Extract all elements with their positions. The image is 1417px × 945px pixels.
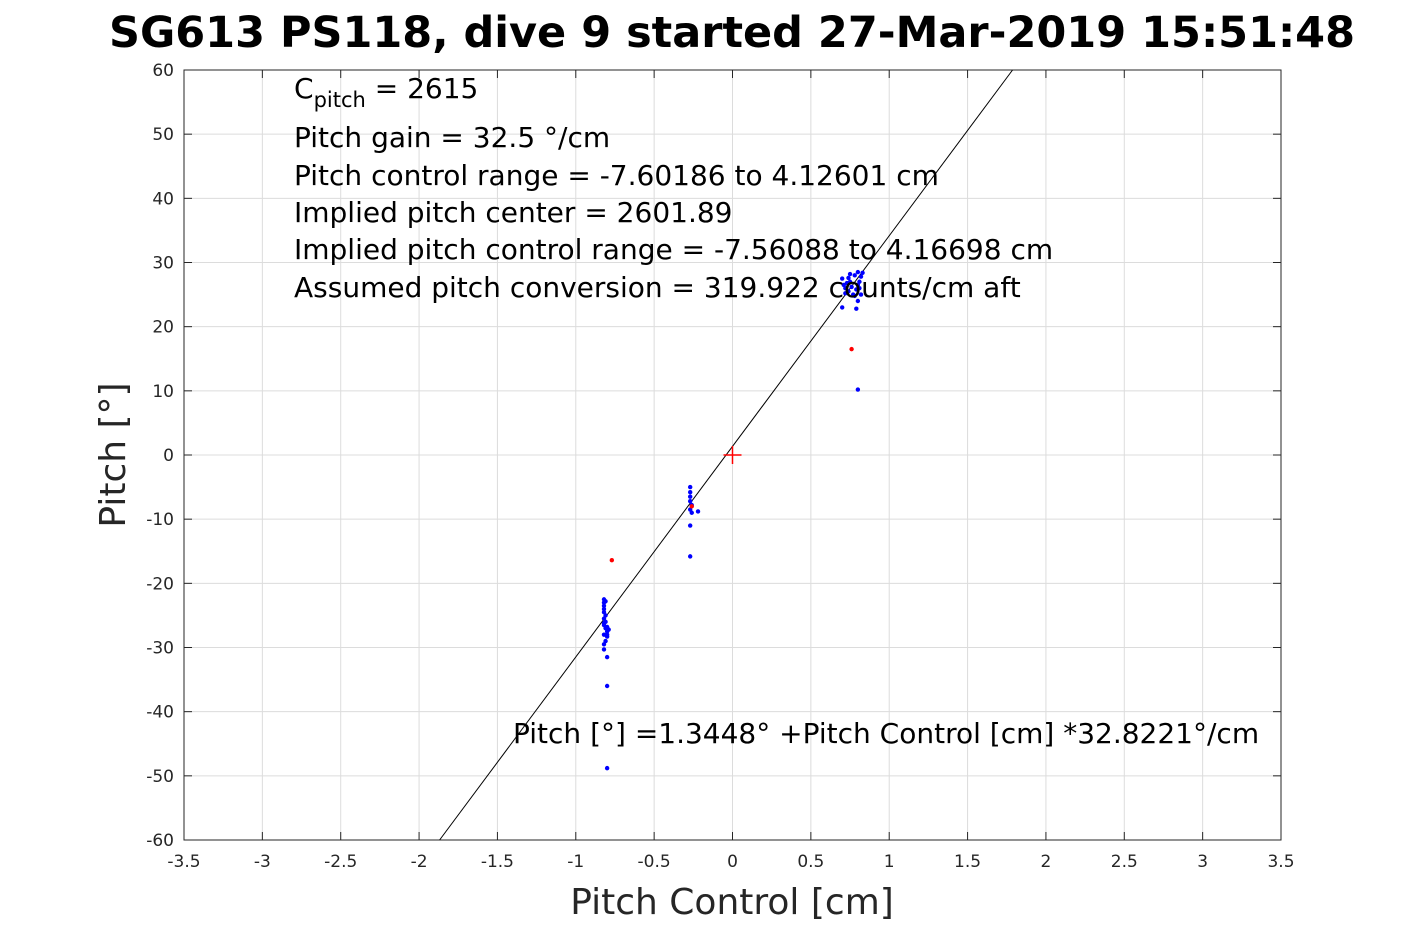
- data-point-blue: [601, 603, 607, 608]
- x-tick-label: -1: [567, 852, 584, 872]
- data-point-blue: [846, 275, 851, 281]
- annotation-main-text: Implied pitch center = 2601.89: [294, 196, 732, 229]
- fit-equation-label: Pitch [°] =1.3448° +Pitch Control [cm] *…: [513, 717, 1259, 750]
- x-tick-label: -2: [411, 852, 428, 872]
- annotation-line: Pitch control range = -7.60186 to 4.1260…: [294, 159, 939, 192]
- annotation-line: Implied pitch center = 2601.89: [294, 196, 732, 229]
- x-tick-label: 2: [1041, 852, 1052, 872]
- data-point-blue: [687, 494, 693, 499]
- data-point-blue: [841, 282, 846, 288]
- x-tick-label: -3.5: [167, 852, 200, 872]
- annotation-rest-text: = 2615: [366, 72, 479, 105]
- annotation-line: Cpitch = 2615: [294, 72, 478, 112]
- data-point-red: [689, 504, 694, 509]
- x-tick-label: 0.5: [797, 852, 824, 872]
- annotation-main-text: C: [294, 72, 314, 105]
- annotation-subscript: pitch: [314, 88, 366, 112]
- data-point-blue: [857, 279, 862, 284]
- y-axis-label: Pitch [°]: [93, 382, 134, 527]
- data-point-blue: [849, 284, 854, 290]
- data-point-red: [609, 558, 615, 563]
- x-tick-label: 3: [1197, 852, 1208, 872]
- data-point-blue: [604, 765, 610, 771]
- data-point-red: [849, 346, 854, 352]
- y-tick-label: -20: [146, 574, 174, 594]
- annotation-main-text: Pitch control range = -7.60186 to 4.1260…: [294, 159, 939, 192]
- data-point-blue: [687, 554, 693, 559]
- tick-marks: [183, 69, 1282, 841]
- data-point-blue: [858, 292, 864, 297]
- data-point-blue: [689, 510, 694, 515]
- data-point-blue: [852, 293, 857, 299]
- data-point-blue: [843, 291, 848, 296]
- x-tick-labels: -3.5 -3 -2.5 -2 -1.5 -1 -0.5 0 0.5 1 1.5 2 2.5 3 3.5: [167, 852, 1294, 872]
- data-point-blue: [604, 632, 610, 637]
- data-point-blue: [606, 627, 611, 632]
- annotation-line: Implied pitch control range = -7.56088 t…: [294, 233, 1053, 266]
- y-tick-label: 40: [152, 189, 174, 209]
- annotation-line: Assumed pitch conversion = 319.922 count…: [294, 271, 1021, 304]
- x-tick-label: 0: [727, 852, 738, 872]
- annotation-block: Cpitch = 2615 Pitch gain = 32.5 °/cm Pitch…: [294, 72, 1053, 304]
- data-point-blue: [601, 647, 607, 652]
- x-tick-label: -2.5: [324, 852, 357, 872]
- data-point-blue: [695, 509, 701, 514]
- annotation-main-text: Implied pitch control range = -7.56088 t…: [294, 233, 1053, 266]
- data-point-blue: [687, 490, 693, 495]
- annotation-main-text: Assumed pitch conversion = 319.922 count…: [294, 271, 1021, 304]
- data-point-blue: [687, 499, 693, 504]
- data-point-blue: [687, 523, 693, 528]
- x-tick-label: 1.5: [954, 852, 981, 872]
- grid-lines: [183, 69, 1282, 841]
- chart-title: SG613 PS118, dive 9 started 27-Mar-2019 …: [109, 8, 1355, 58]
- y-tick-label: -10: [146, 510, 174, 530]
- y-tick-label: -30: [146, 639, 174, 659]
- data-point-blue: [860, 270, 865, 275]
- data-point-blue: [601, 620, 607, 626]
- data-point-blue: [687, 484, 693, 490]
- y-tick-label: 50: [152, 125, 174, 145]
- y-tick-label: -50: [146, 767, 174, 787]
- data-point-blue: [847, 271, 853, 277]
- data-point-blue: [604, 654, 610, 660]
- y-tick-label: 60: [152, 61, 174, 81]
- annotation-main-text: Pitch gain = 32.5 °/cm: [294, 121, 610, 154]
- x-tick-label: -3: [254, 852, 271, 872]
- data-points: [601, 269, 865, 771]
- y-tick-labels: -60 -50 -40 -30 -20 -10 0 10 20 30 40 50 60: [146, 61, 174, 851]
- data-point-blue: [858, 274, 864, 279]
- y-tick-label: 10: [152, 382, 174, 402]
- x-tick-label: 1: [884, 852, 895, 872]
- data-point-blue: [840, 305, 845, 310]
- x-tick-label: -1.5: [481, 852, 514, 872]
- data-point-blue: [852, 273, 857, 278]
- x-tick-label: 2.5: [1111, 852, 1138, 872]
- data-point-blue: [857, 285, 862, 291]
- x-tick-label: -0.5: [638, 852, 671, 872]
- data-point-blue: [601, 606, 607, 612]
- y-tick-label: -40: [146, 703, 174, 723]
- data-point-blue: [840, 276, 845, 281]
- y-tick-label: 0: [163, 446, 174, 466]
- data-point-blue: [604, 683, 610, 689]
- data-point-blue: [603, 599, 608, 604]
- annotation-line: Pitch gain = 32.5 °/cm: [294, 121, 610, 154]
- data-point-blue: [855, 269, 861, 275]
- data-point-blue: [854, 306, 859, 311]
- data-point-blue: [855, 387, 861, 392]
- x-axis-label: Pitch Control [cm]: [570, 882, 894, 923]
- x-tick-label: 3.5: [1267, 852, 1294, 872]
- y-tick-label: -60: [146, 831, 174, 851]
- data-point-blue: [855, 298, 861, 304]
- center-marker-group: [723, 446, 742, 464]
- data-point-blue: [601, 642, 607, 647]
- y-tick-label: 20: [152, 318, 174, 338]
- y-tick-label: 30: [152, 254, 174, 274]
